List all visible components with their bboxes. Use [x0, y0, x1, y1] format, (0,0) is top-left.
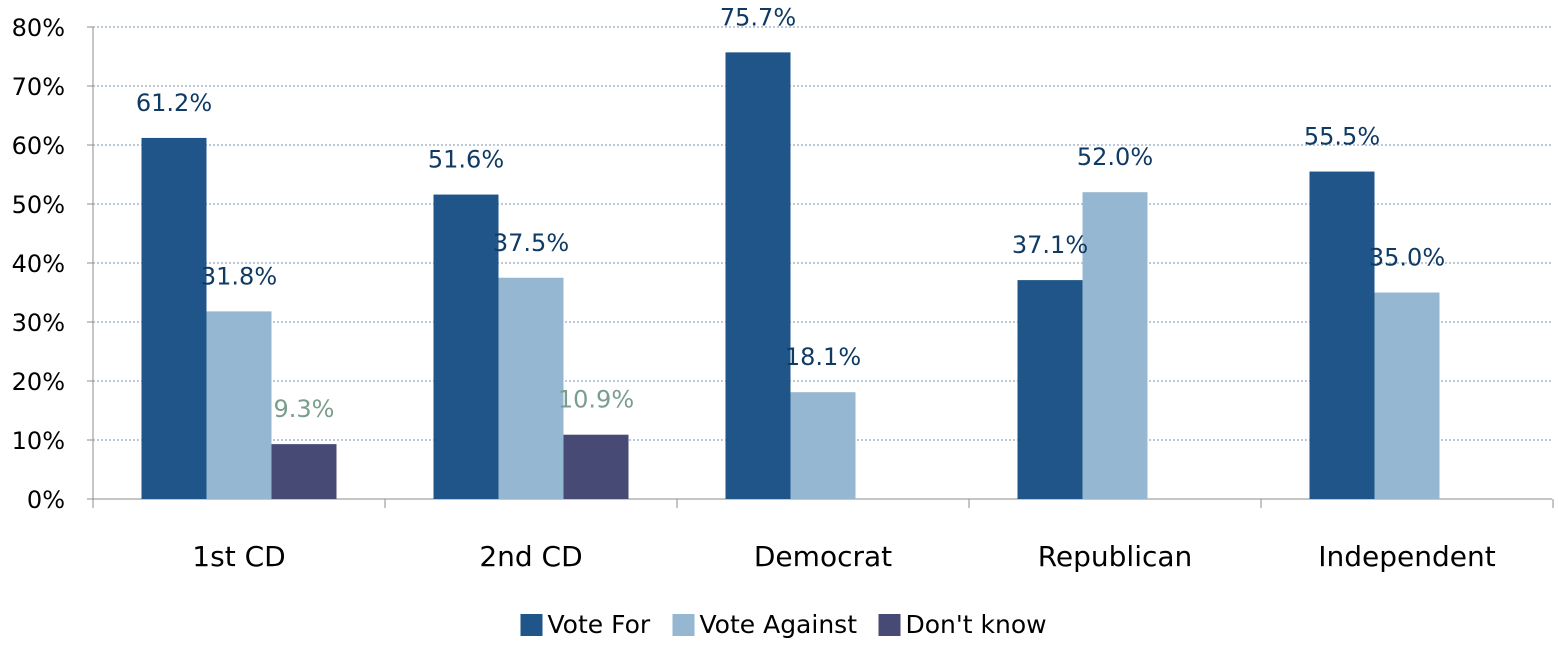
legend-label: Vote Against — [700, 610, 858, 639]
y-tick-label: 40% — [12, 250, 65, 278]
legend-swatch — [520, 614, 543, 636]
data-labels: 61.2% 31.8% 9.3% 51.6% 37.5% 10.9% 75.7% 18.1% 3… — [136, 3, 1445, 423]
legend-swatch — [878, 614, 901, 636]
x-category-label: Republican — [1038, 540, 1193, 573]
data-label: 9.3% — [274, 395, 335, 423]
legend-label: Don't know — [906, 610, 1047, 639]
data-label: 37.5% — [493, 229, 569, 257]
data-label: 55.5% — [1304, 123, 1380, 151]
legend-swatch — [672, 614, 695, 636]
x-category-label: 1st CD — [192, 540, 285, 573]
y-tick-label: 30% — [12, 309, 65, 337]
bar-vote-for — [433, 194, 499, 499]
bar-don-t-know — [563, 434, 629, 499]
legend-item: Vote For — [520, 610, 651, 639]
legend-item: Vote Against — [672, 610, 858, 639]
y-tick-label: 50% — [12, 191, 65, 219]
bar-vote-for — [725, 52, 791, 500]
bar-vote-against — [498, 277, 564, 499]
x-category-label: 2nd CD — [479, 540, 582, 573]
bar-vote-against — [1082, 192, 1148, 499]
data-label: 35.0% — [1369, 244, 1445, 272]
data-label: 10.9% — [558, 386, 634, 414]
x-category-label: Independent — [1318, 540, 1495, 573]
bar-don-t-know — [271, 444, 337, 499]
y-tick-label: 60% — [12, 132, 65, 160]
data-label: 51.6% — [428, 146, 504, 174]
y-tick-label: 80% — [12, 14, 65, 42]
data-label: 18.1% — [785, 343, 861, 371]
bar-vote-for — [1309, 171, 1375, 500]
bar-vote-for — [141, 137, 207, 500]
y-tick-label: 70% — [12, 73, 65, 101]
y-tick-label: 0% — [27, 486, 65, 514]
bar-vote-for — [1017, 280, 1083, 499]
legend-label: Vote For — [548, 610, 651, 639]
data-label: 61.2% — [136, 89, 212, 117]
y-tick-label: 20% — [12, 368, 65, 396]
legend-item: Don't know — [878, 610, 1047, 639]
bar-vote-against — [790, 392, 856, 499]
data-label: 31.8% — [201, 262, 277, 290]
legend: Vote For Vote Against Don't know — [520, 610, 1047, 639]
bars — [141, 52, 1440, 500]
bar-vote-against — [1374, 292, 1440, 499]
data-label: 37.1% — [1012, 231, 1088, 259]
y-tick-label: 10% — [12, 427, 65, 455]
data-label: 75.7% — [720, 3, 796, 31]
x-category-label: Democrat — [754, 540, 892, 573]
axes: 0% 10% 20% 30% 40% 50% 60% 70% 80% 1st CD 2nd CD De… — [12, 14, 1554, 573]
data-label: 52.0% — [1077, 143, 1153, 171]
bar-vote-against — [206, 311, 272, 499]
